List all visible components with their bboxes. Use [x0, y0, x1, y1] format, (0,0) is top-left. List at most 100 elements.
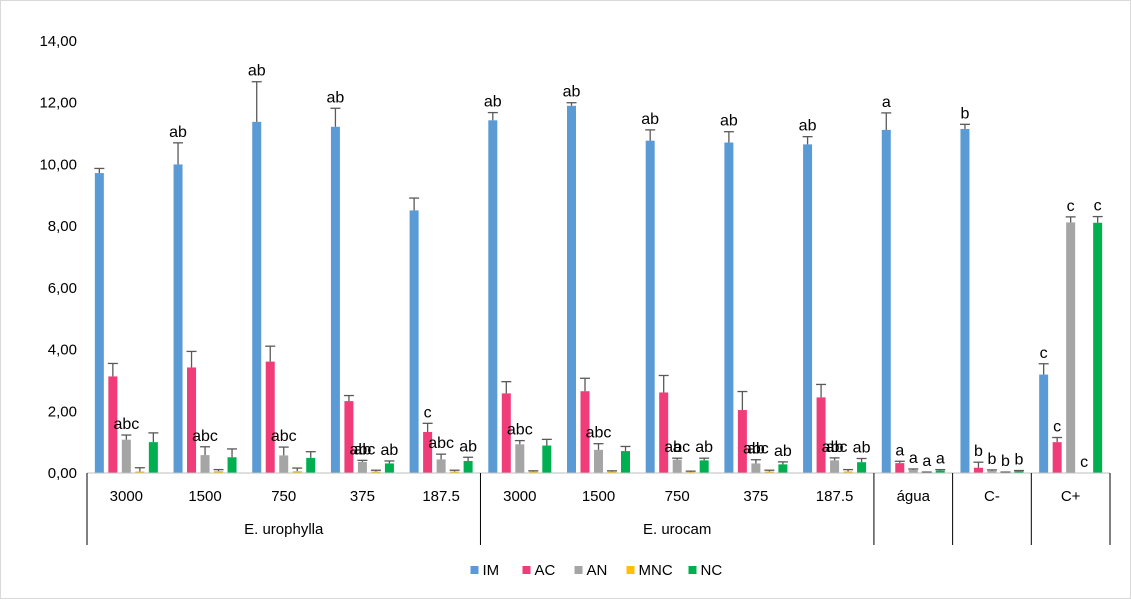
legend-swatch-mnc	[626, 566, 635, 574]
x-category-label: 187.5	[422, 488, 460, 505]
bar-nc-5	[542, 445, 552, 473]
x-category-label: 375	[350, 488, 375, 505]
bar-im-5	[488, 120, 498, 473]
bar-ac-11	[973, 467, 983, 473]
bar-im-3	[330, 126, 340, 473]
x-category-label: 187.5	[816, 488, 854, 505]
significance-letter: ab	[774, 443, 792, 460]
bar-an-7	[672, 459, 682, 473]
significance-letter: b	[974, 443, 983, 460]
bar-ac-5	[501, 393, 511, 473]
bar-ac-8	[737, 410, 747, 473]
bar-im-10	[881, 129, 891, 473]
significance-letter: ab	[459, 438, 477, 455]
significance-letter: ab	[826, 439, 844, 456]
y-tick-label: 14,00	[39, 33, 77, 50]
legend-label: NC	[701, 562, 723, 579]
group-label: E. urophylla	[244, 521, 324, 538]
bar-an-4	[436, 459, 446, 473]
x-category-label: C-	[984, 488, 1000, 505]
significance-letter: abc	[350, 441, 376, 458]
bar-im-12	[1039, 374, 1049, 473]
bar-an-6	[594, 449, 603, 473]
bar-ac-9	[816, 397, 826, 473]
bar-an-11	[987, 470, 997, 473]
y-tick-label: 10,00	[39, 156, 77, 173]
significance-letter: ab	[169, 124, 187, 141]
group-label: E. urocam	[643, 521, 711, 538]
bar-mnc-5	[528, 471, 538, 473]
significance-letter: abc	[743, 441, 769, 458]
x-category-label: 1500	[582, 488, 615, 505]
bar-an-10	[908, 469, 918, 473]
bar-an-0	[121, 439, 131, 473]
significance-letter: abc	[507, 422, 533, 439]
bar-ac-2	[265, 361, 275, 473]
significance-letter: c	[1080, 454, 1088, 471]
significance-letter: c	[1067, 198, 1075, 215]
significance-letter: ab	[248, 63, 266, 80]
significance-letter: a	[673, 439, 682, 456]
bar-mnc-6	[607, 471, 617, 473]
bar-an-1	[200, 455, 210, 473]
significance-letter: ab	[695, 439, 713, 456]
bar-mnc-0	[135, 471, 145, 473]
significance-letter: abc	[664, 439, 690, 456]
bar-an-9	[830, 460, 840, 473]
y-tick-label: 12,00	[39, 95, 77, 112]
significance-letter: b	[961, 105, 970, 122]
bar-an-3	[357, 461, 367, 473]
significance-letter: c	[424, 404, 432, 421]
bar-im-2	[252, 121, 262, 474]
significance-letter: ab	[354, 441, 372, 458]
significance-letter: a	[922, 453, 931, 470]
legend-label: AN	[587, 562, 608, 579]
bar-ac-4	[423, 431, 433, 473]
bar-an-12	[1066, 222, 1076, 473]
legend-label: IM	[483, 562, 500, 579]
x-category-label: água	[897, 488, 931, 505]
bar-nc-12	[1093, 222, 1103, 473]
y-tick-label: 8,00	[48, 218, 77, 235]
bar-mnc-2	[292, 471, 302, 473]
significance-letter: abc	[271, 428, 297, 445]
bar-mnc-8	[764, 471, 774, 473]
x-category-label: 1500	[188, 488, 221, 505]
bar-im-4	[409, 210, 419, 474]
bar-im-9	[803, 144, 813, 473]
significance-letter: ab	[484, 94, 502, 111]
bar-im-11	[960, 128, 970, 473]
significance-letter: a	[882, 94, 891, 111]
bar-im-8	[724, 142, 734, 473]
legend-label: MNC	[639, 562, 673, 579]
bar-ac-10	[895, 463, 905, 473]
significance-letter: abc	[428, 435, 454, 452]
significance-letter: a	[895, 442, 904, 459]
legend-swatch-an	[574, 566, 583, 574]
y-tick-label: 6,00	[48, 280, 77, 297]
bar-mnc-1	[214, 471, 224, 473]
y-tick-label: 0,00	[48, 465, 77, 482]
significance-letter: b	[1001, 453, 1010, 470]
legend-swatch-im	[470, 566, 479, 574]
bar-nc-1	[227, 457, 237, 473]
significance-letter: ab	[381, 442, 399, 459]
bar-im-0	[94, 173, 104, 473]
y-tick-label: 4,00	[48, 342, 77, 359]
bar-ac-7	[659, 392, 669, 473]
bar-nc-11	[1014, 471, 1024, 473]
legend-swatch-ac	[522, 566, 531, 574]
significance-letter: c	[1094, 198, 1102, 215]
significance-letter: ab	[747, 441, 765, 458]
x-category-label: 3000	[110, 488, 143, 505]
y-tick-label: 2,00	[48, 403, 77, 420]
significance-letter: ab	[853, 439, 871, 456]
significance-letter: ab	[720, 113, 738, 130]
significance-letter: ab	[799, 118, 817, 135]
significance-letter: a	[936, 451, 945, 468]
significance-letter: abc	[586, 425, 612, 442]
bar-mnc-9	[843, 471, 853, 473]
bar-im-1	[173, 164, 183, 473]
